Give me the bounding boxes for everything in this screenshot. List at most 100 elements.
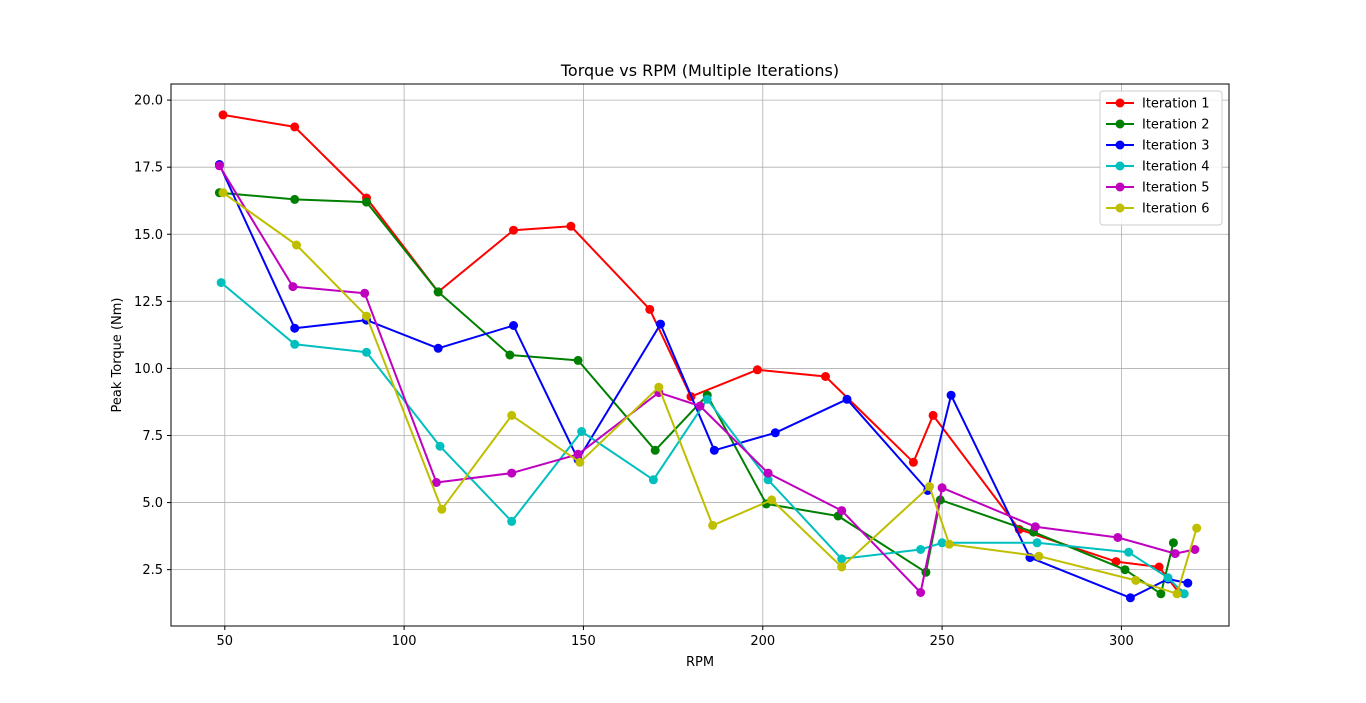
data-point — [709, 445, 719, 455]
x-tick-label: 250 — [930, 634, 955, 649]
legend-marker — [1115, 182, 1125, 192]
y-tick-label: 10.0 — [134, 362, 163, 377]
data-point — [509, 225, 518, 235]
data-point — [566, 221, 576, 231]
y-tick-label: 12.5 — [134, 295, 163, 310]
series-line — [222, 191, 1198, 595]
ticks-layer: 50 100 150 200 250 300 2.5 5.0 7.5 10.0 12.5 15.0 17… — [134, 94, 1134, 649]
data-point — [433, 287, 443, 297]
series-line — [218, 165, 1196, 594]
x-tick-label: 300 — [1109, 634, 1134, 649]
data-point — [360, 288, 370, 298]
legend: Iteration 1 Iteration 2 Iteration 3 Iterati… — [1099, 90, 1223, 226]
legend-label: Iteration 4 — [1142, 160, 1210, 175]
x-tick-label: 200 — [750, 634, 775, 649]
data-point — [1163, 573, 1173, 583]
data-point — [925, 482, 934, 491]
data-point — [1172, 589, 1182, 599]
legend-label: Iteration 1 — [1142, 97, 1210, 112]
y-tick-label: 15.0 — [134, 228, 163, 243]
x-tick-label: 150 — [571, 634, 596, 649]
series-iteration-2 — [214, 188, 1178, 599]
data-point — [507, 410, 517, 420]
legend-marker — [1115, 119, 1125, 129]
data-point — [1124, 547, 1134, 557]
y-tick-label: 20.0 — [134, 94, 163, 109]
data-point — [577, 427, 587, 436]
data-point — [908, 457, 918, 467]
data-point — [362, 197, 371, 207]
data-point — [362, 347, 371, 357]
data-point — [1192, 523, 1202, 533]
data-point — [288, 282, 298, 292]
data-point — [1154, 562, 1164, 572]
data-point — [937, 538, 947, 548]
data-point — [290, 194, 300, 204]
data-point — [821, 372, 830, 381]
data-point — [1032, 538, 1042, 548]
y-tick-label: 7.5 — [142, 429, 163, 444]
data-point — [290, 339, 300, 349]
data-point — [1125, 593, 1135, 603]
series-iteration-5 — [214, 161, 1200, 597]
data-point — [1034, 551, 1044, 561]
data-point — [1113, 533, 1123, 542]
data-point — [1030, 522, 1040, 532]
y-tick-label: 5.0 — [142, 496, 163, 511]
data-point — [702, 394, 712, 404]
data-point — [292, 240, 301, 250]
data-point — [837, 554, 847, 564]
data-point — [842, 394, 852, 404]
data-point — [1120, 565, 1130, 575]
data-point — [916, 588, 926, 597]
data-point — [928, 410, 938, 420]
plot-frame — [170, 83, 1230, 627]
data-point — [573, 449, 583, 459]
legend-marker — [1115, 161, 1125, 171]
data-point — [1111, 557, 1121, 567]
data-point — [656, 319, 665, 329]
data-point — [509, 321, 518, 330]
series-line — [218, 164, 1189, 599]
data-point — [435, 441, 445, 451]
legend-marker — [1115, 140, 1125, 150]
x-tick-label: 100 — [392, 634, 417, 649]
legend-label: Iteration 3 — [1142, 139, 1210, 154]
data-point — [763, 475, 773, 485]
data-point — [505, 350, 515, 360]
legend-label: Iteration 2 — [1142, 118, 1210, 133]
data-point — [1168, 538, 1178, 548]
data-point — [654, 382, 664, 392]
data-point — [916, 545, 926, 554]
data-point — [708, 520, 718, 530]
data-point — [648, 475, 658, 485]
data-point — [1156, 589, 1166, 599]
data-point — [218, 188, 228, 198]
data-point — [763, 468, 773, 478]
data-point — [218, 110, 228, 120]
data-point — [431, 478, 441, 487]
data-point — [433, 343, 443, 353]
data-point — [946, 390, 956, 400]
legend-marker — [1115, 203, 1125, 213]
series-layer — [214, 110, 1202, 603]
y-axis-label: Peak Torque (Nm) — [110, 298, 125, 413]
series-line — [220, 281, 1185, 595]
y-tick-label: 17.5 — [134, 161, 163, 176]
data-point — [1179, 589, 1189, 599]
data-point — [770, 428, 780, 438]
data-point — [837, 506, 847, 516]
data-point — [944, 539, 954, 549]
data-point — [752, 365, 762, 375]
legend-marker — [1115, 98, 1125, 108]
data-point — [645, 304, 655, 314]
data-point — [1183, 578, 1193, 588]
y-tick-label: 2.5 — [142, 563, 163, 578]
data-point — [1170, 549, 1180, 559]
data-point — [437, 504, 447, 514]
data-point — [362, 311, 371, 321]
chart-title: Torque vs RPM (Multiple Iterations) — [560, 61, 839, 80]
data-point — [1190, 545, 1200, 554]
